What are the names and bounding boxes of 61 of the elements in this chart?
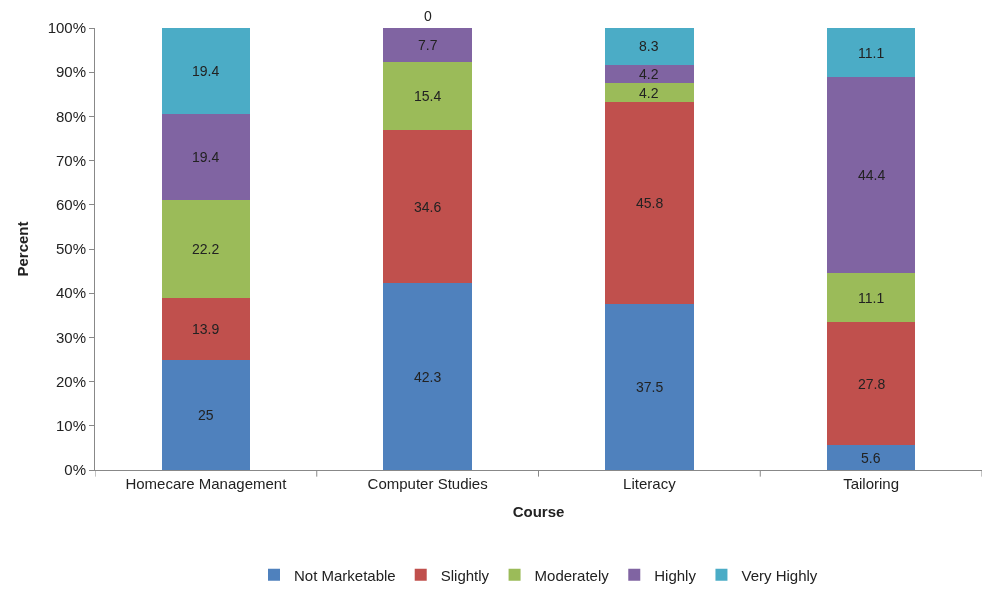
y-tick-label: 50%	[55, 240, 86, 258]
bar	[605, 101, 694, 305]
bar	[605, 83, 694, 102]
bar	[161, 114, 251, 200]
data-label: 11.1	[858, 45, 885, 61]
bar	[826, 445, 916, 470]
y-axis-title: Percent	[13, 221, 31, 277]
data-label: 19.4	[192, 149, 220, 165]
bar	[161, 28, 251, 115]
data-label: 34.6	[414, 199, 442, 215]
data-label: 0	[424, 8, 432, 24]
data-label: 19.4	[192, 63, 220, 79]
y-tick-label: 10%	[55, 417, 86, 435]
data-label: 37.5	[636, 379, 664, 395]
legend-label: Not Marketable	[294, 566, 396, 584]
x-axis-title: Course	[512, 503, 565, 520]
data-label: 13.9	[192, 321, 220, 337]
bar	[161, 298, 251, 360]
x-tick-label: Tailoring	[843, 475, 900, 492]
data-label: 4.2	[639, 85, 659, 101]
data-label: 22.2	[192, 241, 220, 257]
legend-label: Highly	[654, 566, 697, 584]
legend-label: Very Highly	[741, 566, 818, 584]
y-tick-label: 80%	[55, 107, 86, 125]
bar	[826, 77, 916, 274]
data-label: 42.3	[414, 369, 442, 385]
y-tick-label: 30%	[55, 328, 86, 346]
bar	[605, 64, 694, 84]
y-tick-label: 70%	[55, 151, 86, 169]
x-tick-label: Homecare Management	[125, 475, 288, 492]
y-tick-label: 90%	[55, 63, 86, 81]
data-label: 5.6	[861, 450, 881, 466]
legend-label: Moderately	[534, 566, 610, 584]
y-tick-label: 0%	[64, 461, 86, 479]
data-label: 25	[198, 407, 214, 423]
data-label: 45.8	[636, 195, 664, 211]
y-tick-label: 100%	[47, 19, 86, 37]
bar	[383, 62, 472, 131]
data-label: 8.3	[639, 38, 659, 54]
bar	[605, 304, 694, 470]
bar	[605, 28, 694, 65]
bar	[826, 28, 916, 78]
bar	[383, 28, 472, 63]
y-tick-label: 20%	[55, 372, 86, 390]
bar	[161, 359, 251, 470]
bar	[826, 273, 916, 323]
data-label: 4.2	[639, 66, 659, 82]
bar	[826, 322, 916, 446]
y-tick-label: 60%	[55, 196, 86, 214]
legend-label: Slightly	[440, 566, 490, 584]
x-tick-label: Computer Studies	[367, 475, 488, 492]
x-tick-label: Literacy	[623, 475, 677, 492]
bar	[383, 283, 472, 470]
data-label: 15.4	[414, 88, 442, 104]
bar	[161, 199, 251, 299]
data-label: 44.4	[858, 167, 886, 183]
bar	[383, 130, 472, 284]
data-label: 27.8	[858, 376, 886, 392]
data-label: 11.1	[858, 290, 885, 306]
data-label: 7.7	[418, 37, 438, 53]
y-tick-label: 40%	[55, 284, 86, 302]
